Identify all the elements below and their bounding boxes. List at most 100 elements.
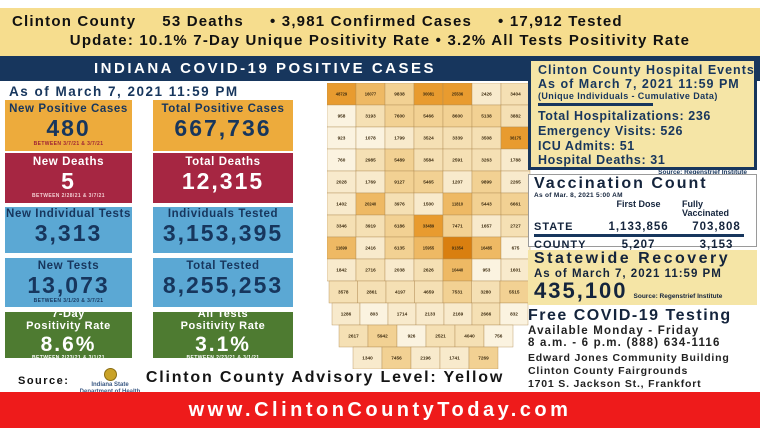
hospital-as-of: As of March 7, 2021 11:59 PM [538,77,740,91]
hospital-stat-line: ICU Admits: 51 [538,138,635,153]
county-value: 5465 [423,180,434,185]
hospital-lines: Total Hospitalizations: 236 Emergency Vis… [538,109,747,168]
vaccination-rows: STATE 1,133,856 703,808 COUNTY 5,207 3,153 [534,221,751,251]
county-value: 3919 [365,224,376,229]
stat-value: 5 [61,167,76,194]
county-value: 2196 [420,356,431,361]
county-value: 6186 [394,224,405,229]
county-value: 5466 [423,114,434,119]
hospital-stat-line: Total Hospitalizations: 236 [538,109,711,123]
county-value: 2716 [365,268,376,273]
county-value: 2265 [510,180,521,185]
stat-value: 3,153,395 [162,219,284,246]
county-value: 1601 [510,268,521,273]
stat-label: New Positive Cases [9,103,128,116]
county-value: 2038 [394,268,405,273]
left-as-of-date: As of March 7, 2021 11:59 PM [9,84,239,99]
county-value: 1799 [394,136,405,141]
county-value: 20240 [365,202,377,207]
confirmed-stat: • 3,981 Confirmed Cases [269,13,473,30]
stat-value: 13,073 [27,272,110,299]
stat-total-tested: Total Tested 8,255,253 [153,258,293,307]
stat-note [153,246,293,252]
county-value: 5489 [394,158,405,163]
stat-note: BETWEEN 3/1/20 & 3/7/21 [33,297,104,304]
county-value: 5515 [509,290,520,295]
stat-value: 8,255,253 [162,272,284,299]
county-value: 6135 [394,246,405,251]
recovery-value: 435,100 [534,277,628,303]
vaccination-row-county: COUNTY 5,207 3,153 [534,239,751,251]
county-value: 3578 [338,290,349,295]
county-value: 760 [338,158,346,163]
tested-stat: • 17,912 Tested [498,13,623,30]
county-value: 5138 [481,114,492,119]
vaccination-col-spacer [534,200,595,219]
stat-all-tests: All Tests Positivity Rate 3.1% BETWEEN 2/23… [153,308,293,361]
county-value: 8600 [452,114,463,119]
county-value: 3508 [481,136,492,141]
location-line: Edward Jones Community Building [528,352,730,364]
stat-value: 667,736 [174,115,272,142]
free-testing-block: Free COVID-19 Testing Available Monday -… [528,307,759,349]
county-value: 7456 [391,356,402,361]
recovery-source: Source: Regenstrief Institute [633,292,723,300]
stat-note: BETWEEN 3/7/21 & 3/7/21 [33,140,104,147]
county-value: 1500 [423,202,434,207]
stat-note [153,142,293,148]
county-value: 2666 [481,312,492,317]
county-value: 3882 [510,114,521,119]
vaccination-cell: 5,207 [621,238,656,251]
county-value: 1657 [481,224,492,229]
county-value: 1078 [365,136,376,141]
county-value: 30081 [423,92,435,97]
county-value: 16485 [481,246,493,251]
footer-url[interactable]: www.ClintonCountyToday.com [188,398,572,421]
county-value: 2985 [365,158,376,163]
stat-new-positive-cases: New Positive Cases 480 BETWEEN 3/7/21 & 3/… [5,100,132,151]
county-value: 926 [408,334,416,339]
county-value: 7471 [452,224,463,229]
county-cell [483,324,514,348]
county-value: 5942 [377,334,388,339]
county-value: 7269 [478,356,489,361]
vaccination-cell: COUNTY [534,238,587,251]
county-value: 2727 [510,224,521,229]
county-value: 5443 [481,202,492,207]
vaccination-row-state: STATE 1,133,856 703,808 [534,221,751,233]
county-value: 2626 [423,268,434,273]
stat-total-deaths: Total Deaths 12,315 [153,153,293,203]
county-value: 3263 [481,158,492,163]
county-value: 3404 [510,92,521,97]
county-value: 958 [338,114,346,119]
county-value: 2617 [348,334,359,339]
statewide-recovery-box: Statewide Recovery As of March 7, 2021 1… [528,250,757,305]
stat-label: New Individual Tests [6,207,131,220]
vaccination-cell: 703,808 [692,220,741,233]
vaccination-as-of: As of Mar. 8, 2021 5:00 AM [534,192,623,199]
banner-title: INDIANA COVID-19 POSITIVE CASES [94,60,436,77]
vaccination-count-box: Vaccination Count As of Mar. 8, 2021 5:0… [528,174,757,251]
hospital-stat-line: Emergency Visits: 526 [538,123,684,138]
county-value: 1714 [397,312,408,317]
county-value: 4659 [424,290,435,295]
county-value: 15955 [423,246,435,251]
county-value: 803 [370,312,378,317]
hospital-divider [538,103,653,106]
county-value: 9838 [394,92,405,97]
stat-note [153,299,293,305]
county-value: 11810 [452,202,464,207]
vaccination-cell: STATE [534,220,574,233]
county-value: 3346 [336,224,347,229]
stat-new-deaths: New Deaths 5 BETWEEN 2/28/21 & 3/7/21 [5,153,132,203]
stat-label: New Tests [37,260,100,273]
county-value: 2521 [435,334,446,339]
county-title: Clinton County [12,13,137,30]
advisory-level-text: Clinton County Advisory Level: Yellow [145,369,505,386]
county-value: 3193 [365,114,376,119]
stat-new-tests: New Tests 13,073 BETWEEN 3/1/20 & 3/7/21 [5,258,132,307]
county-value: 1340 [362,356,373,361]
county-value: 9899 [481,180,492,185]
county-value: 1769 [365,180,376,185]
